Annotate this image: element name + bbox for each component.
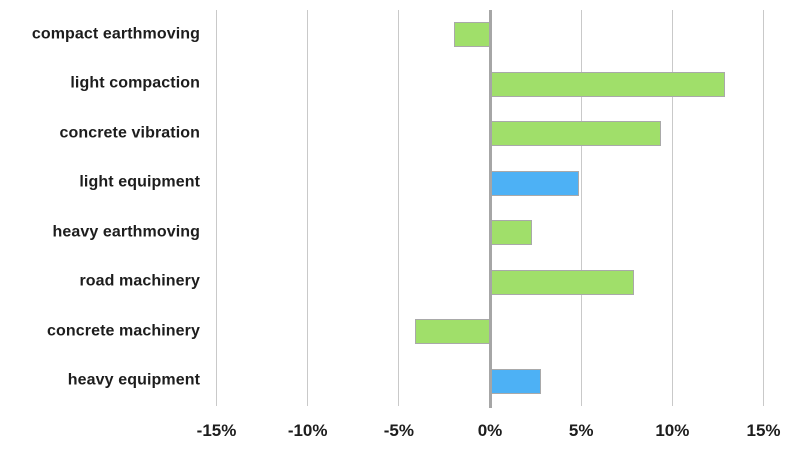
bar-light-equipment	[490, 170, 580, 196]
x-tick-label: -15%	[196, 421, 237, 440]
gridline	[580, 10, 582, 406]
category-label-heavy-earthmoving: heavy earthmoving	[52, 223, 200, 241]
x-tick-label: 0%	[477, 421, 503, 440]
x-tick-label: -5%	[383, 421, 414, 440]
gridline	[398, 10, 400, 406]
bar-heavy-equipment	[490, 368, 542, 394]
gridline	[763, 10, 764, 406]
category-label-compact-earthmoving: compact earthmoving	[31, 25, 200, 43]
category-label-light-compaction: light compaction	[70, 74, 200, 92]
zero-axis-line	[488, 10, 492, 408]
category-label-concrete-vibration: concrete vibration	[59, 124, 200, 142]
bar-light-compaction	[490, 71, 726, 97]
x-tick-label: 15%	[746, 421, 781, 440]
bar-compact-earthmoving	[453, 22, 490, 48]
bar-concrete-machinery	[415, 319, 490, 345]
x-tick-label: -10%	[287, 421, 328, 440]
category-label-concrete-machinery: concrete machinery	[47, 322, 200, 340]
bar-heavy-earthmoving	[490, 220, 532, 246]
bar-road-machinery	[490, 269, 635, 295]
category-label-heavy-equipment: heavy equipment	[67, 371, 200, 389]
x-tick-label: 10%	[655, 421, 690, 440]
x-tick-label: 5%	[568, 421, 594, 440]
bar-concrete-vibration	[490, 121, 662, 147]
gridline	[671, 10, 673, 406]
gridline	[307, 10, 309, 406]
gridline	[216, 10, 217, 406]
category-label-road-machinery: road machinery	[79, 272, 200, 290]
category-label-light-equipment: light equipment	[79, 173, 200, 191]
